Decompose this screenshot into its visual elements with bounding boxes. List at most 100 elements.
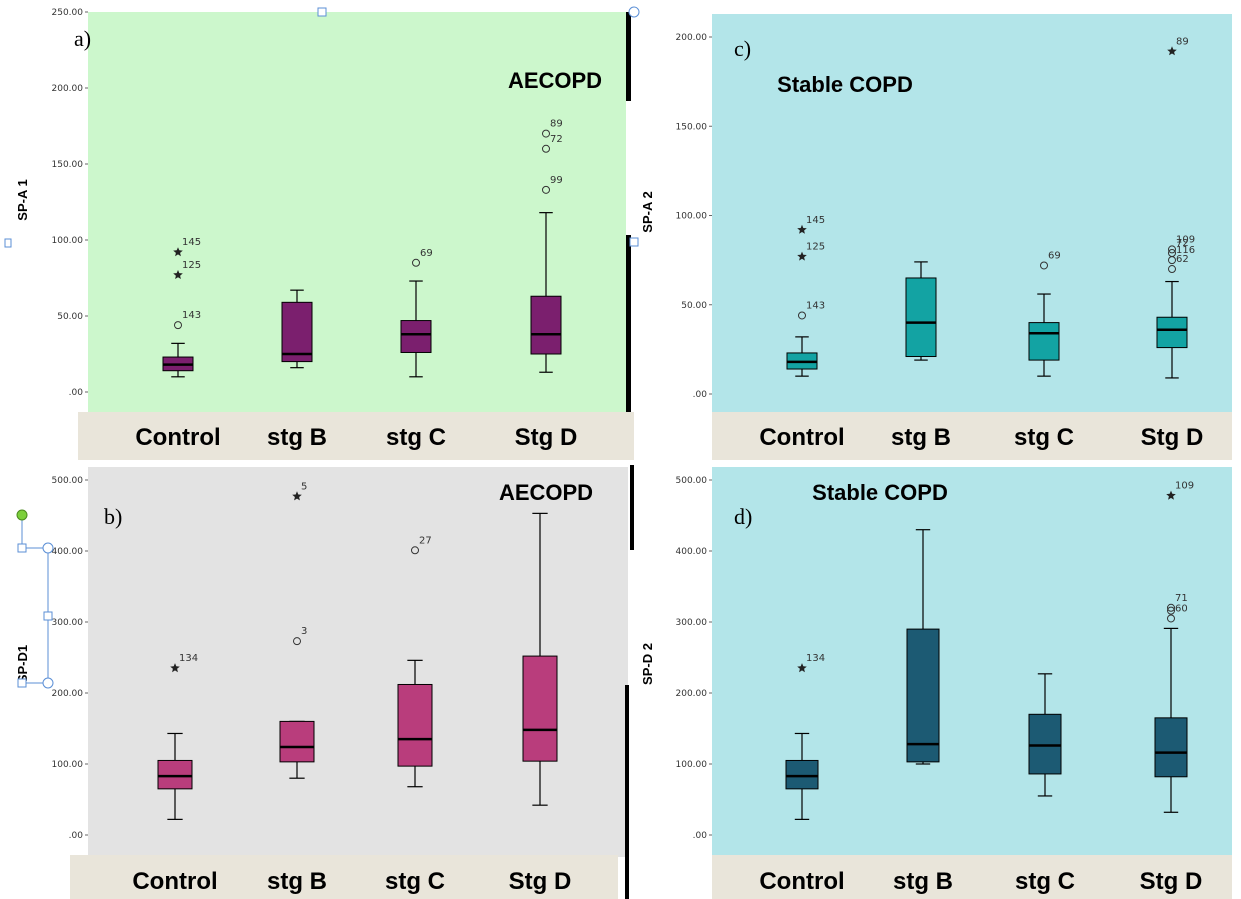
y-tick-label: 200.00: [676, 33, 708, 43]
category-label: Control: [132, 868, 217, 895]
outlier-label: 62: [1176, 254, 1189, 265]
panel-divider: [630, 465, 634, 550]
box-1: [281, 289, 313, 369]
outlier-label: 134: [806, 653, 825, 664]
iqr-box: [1156, 316, 1188, 349]
panel-title: Stable COPD: [812, 480, 948, 505]
panel-label: d): [734, 504, 752, 529]
y-tick-label: 500.00: [52, 476, 84, 486]
selection-handles: [4, 6, 640, 689]
iqr-box: [279, 720, 315, 763]
outlier-label: 69: [1048, 250, 1061, 261]
outlier-label: 5: [301, 481, 307, 492]
panel-title: Stable COPD: [777, 72, 913, 97]
iqr-box: [530, 295, 562, 355]
box-0: [785, 732, 819, 820]
y-tick-label: 100.00: [52, 236, 84, 246]
category-label: Stg D: [509, 868, 572, 895]
outlier-label: 143: [806, 300, 825, 311]
box-0: [157, 732, 193, 820]
outlier-circle: [411, 546, 419, 555]
y-tick-label: 200.00: [676, 689, 708, 699]
resize-handle-square: [17, 678, 27, 688]
box-2: [1028, 673, 1062, 797]
box-3: [530, 212, 562, 373]
outlier-label: 99: [550, 175, 563, 186]
box-0: [162, 342, 194, 378]
chart-panel-b: .00 100.00 200.00 300.00 400.00 500.00 SP-D1 b)…: [15, 467, 628, 899]
outlier-star: [797, 251, 807, 261]
chart-panel-c: .00 50.00 100.00 150.00 200.00 SP-A 2 c) Stable…: [640, 14, 1232, 460]
box-3: [1154, 627, 1188, 813]
iqr-box: [1028, 713, 1062, 775]
outlier-label: 72: [550, 134, 563, 145]
category-label: stg C: [385, 868, 445, 895]
outlier-circle: [1167, 603, 1175, 612]
category-label: Control: [759, 868, 844, 895]
plot-background: [712, 467, 1232, 857]
resize-handle-square: [317, 7, 327, 17]
category-label: Stg D: [515, 424, 578, 451]
outlier-star: [1166, 490, 1176, 500]
y-tick-label: 500.00: [676, 476, 708, 486]
outlier-circle: [1167, 614, 1175, 623]
y-axis-label: SP-D 2: [640, 643, 655, 685]
outlier-star: [170, 663, 180, 673]
chart-panel-d: .00 100.00 200.00 300.00 400.00 500.00 SP-D 2 d…: [640, 467, 1232, 899]
iqr-box: [905, 277, 937, 358]
panel-divider: [625, 685, 629, 899]
resize-handle-square: [4, 238, 12, 248]
panel-label: c): [734, 36, 751, 61]
category-label: Control: [759, 424, 844, 451]
category-strip: [712, 855, 1232, 899]
resize-handle-circle: [42, 677, 54, 689]
outlier-circle: [542, 185, 550, 194]
box-1: [279, 720, 315, 779]
category-label: stg B: [267, 868, 327, 895]
y-tick-label: 100.00: [52, 760, 84, 770]
category-label: stg C: [386, 424, 446, 451]
outlier-circle: [293, 637, 301, 646]
outlier-label: 27: [419, 535, 432, 546]
divider-gap: [626, 101, 636, 235]
y-tick-label: 300.00: [52, 618, 84, 628]
y-tick-label: 100.00: [676, 212, 708, 222]
outlier-circle: [542, 144, 550, 153]
iqr-box: [157, 759, 193, 790]
outlier-label: 69: [420, 248, 433, 259]
resize-handle-circle: [628, 6, 640, 18]
category-label: Control: [135, 424, 220, 451]
outlier-star: [173, 247, 183, 257]
outlier-label: 116: [1176, 245, 1195, 256]
outlier-star: [797, 224, 807, 234]
outlier-label: 3: [301, 626, 307, 637]
y-tick-label: 50.00: [57, 312, 83, 322]
y-tick-label: 150.00: [676, 122, 708, 132]
y-axis-label: SP-A 2: [640, 191, 655, 232]
outlier-label: 109: [1176, 234, 1195, 245]
outlier-circle: [1168, 256, 1176, 265]
outlier-circle: [412, 258, 420, 267]
outlier-label: 125: [806, 242, 825, 253]
iqr-box: [397, 683, 433, 767]
outlier-label: 143: [182, 310, 201, 321]
y-tick-label: 300.00: [676, 618, 708, 628]
y-tick-label: .00: [69, 831, 84, 841]
y-tick-label: 400.00: [52, 547, 84, 557]
outlier-label: 125: [182, 260, 201, 271]
category-strip: [70, 855, 618, 899]
box-1: [906, 529, 940, 765]
category-label: stg C: [1014, 424, 1074, 451]
y-tick-label: 250.00: [52, 8, 84, 18]
box-3: [1156, 280, 1188, 379]
y-tick-label: 150.00: [52, 160, 84, 170]
iqr-box: [906, 628, 940, 763]
panel-title: AECOPD: [499, 480, 593, 505]
box-2: [400, 280, 432, 378]
y-tick-label: 400.00: [676, 547, 708, 557]
category-label: stg B: [891, 424, 951, 451]
category-label: stg B: [893, 868, 953, 895]
outlier-label: 145: [182, 237, 201, 248]
y-axis-label: SP-A 1: [15, 179, 30, 220]
